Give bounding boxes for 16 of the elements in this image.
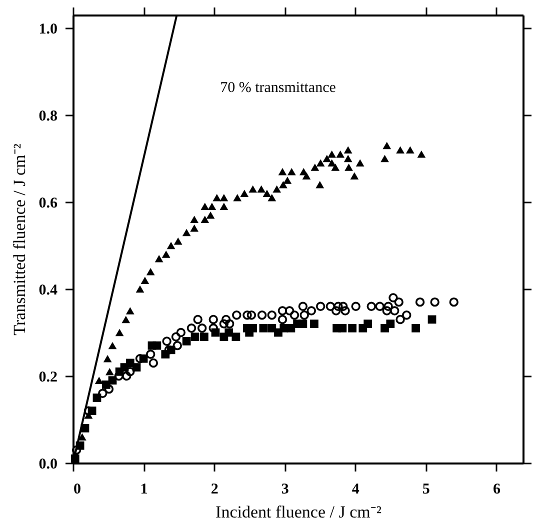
- y-tick-label: 1.0: [38, 22, 58, 38]
- y-tick-label: 0.0: [38, 456, 58, 472]
- x-tick-label: 5: [422, 482, 430, 498]
- y-axis-title: Transmitted fluence / J cm⁻²: [10, 144, 29, 336]
- x-tick-label: 1: [140, 482, 148, 498]
- x-tick-label: 2: [210, 482, 218, 498]
- y-tick-label: 0.2: [38, 370, 58, 386]
- x-tick-label: 0: [74, 482, 81, 498]
- x-tick-label: 4: [352, 482, 360, 498]
- y-tick-label: 0.4: [38, 282, 58, 299]
- x-tick-label: 3: [281, 482, 289, 498]
- x-tick-label: 6: [492, 482, 501, 498]
- y-tick-label: 0.8: [38, 108, 58, 125]
- x-axis-title: Incident fluence / J cm⁻²: [216, 502, 382, 522]
- annotation: 70 % transmittance: [220, 80, 336, 96]
- y-tick-label: 0.6: [38, 196, 58, 212]
